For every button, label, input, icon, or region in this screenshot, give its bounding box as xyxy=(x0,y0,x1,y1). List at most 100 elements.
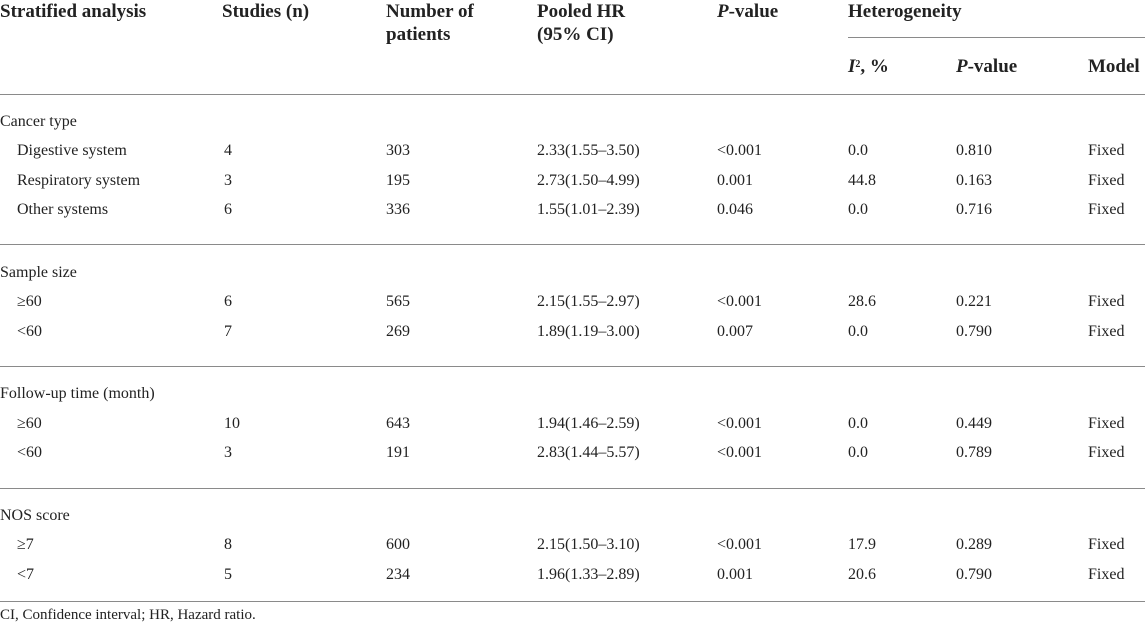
row-p: 0.001 xyxy=(717,172,753,189)
row-hr: 2.15(1.50–3.10) xyxy=(537,536,640,553)
header-patients-line1: Number of xyxy=(386,1,474,22)
group-rule xyxy=(0,244,1145,245)
row-p: <0.001 xyxy=(717,293,763,310)
row-label: Digestive system xyxy=(17,142,127,159)
row-p: 0.001 xyxy=(717,566,753,583)
row-het-p: 0.716 xyxy=(956,201,992,218)
group-rule xyxy=(0,488,1145,489)
row-hr: 2.83(1.44–5.57) xyxy=(537,444,640,461)
row-studies: 8 xyxy=(224,536,232,553)
header-p-rest: -value xyxy=(728,1,779,22)
header-i2-italic: I xyxy=(848,56,856,77)
row-model: Fixed xyxy=(1088,415,1125,432)
row-patients: 195 xyxy=(386,172,410,189)
header-i2: I2, % xyxy=(848,55,889,78)
row-hr: 1.55(1.01–2.39) xyxy=(537,201,640,218)
header-rule xyxy=(0,94,1145,95)
row-model: Fixed xyxy=(1088,172,1125,189)
row-het-p: 0.449 xyxy=(956,415,992,432)
row-het-p: 0.789 xyxy=(956,444,992,461)
row-i2: 0.0 xyxy=(848,415,868,432)
group-title-sample-size: Sample size xyxy=(0,264,77,281)
row-label: ≥7 xyxy=(17,536,34,553)
row-i2: 44.8 xyxy=(848,172,876,189)
row-studies: 3 xyxy=(224,172,232,189)
header-pooled-hr-line2: (95% CI) xyxy=(537,24,614,45)
header-het-p-italic: P xyxy=(956,56,968,77)
row-patients: 643 xyxy=(386,415,410,432)
row-patients: 269 xyxy=(386,323,410,340)
row-i2: 0.0 xyxy=(848,323,868,340)
header-p-italic: P xyxy=(717,1,729,22)
row-p: 0.007 xyxy=(717,323,753,340)
row-p: <0.001 xyxy=(717,142,763,159)
row-studies: 10 xyxy=(224,415,240,432)
row-model: Fixed xyxy=(1088,536,1125,553)
header-pooled-hr-line1: Pooled HR xyxy=(537,1,626,22)
group-title-cancer-type: Cancer type xyxy=(0,113,77,130)
row-patients: 600 xyxy=(386,536,410,553)
table-footnote: CI, Confidence interval; HR, Hazard rati… xyxy=(0,607,256,623)
row-model: Fixed xyxy=(1088,444,1125,461)
row-label: Respiratory system xyxy=(17,172,141,189)
row-i2: 28.6 xyxy=(848,293,876,310)
row-p: 0.046 xyxy=(717,201,753,218)
row-studies: 6 xyxy=(224,293,232,310)
row-patients: 303 xyxy=(386,142,410,159)
header-i2-rest: , % xyxy=(860,56,889,77)
row-p: <0.001 xyxy=(717,444,763,461)
row-label: ≥60 xyxy=(17,415,42,432)
header-heterogeneity: Heterogeneity xyxy=(848,1,962,22)
row-label: <7 xyxy=(17,566,35,583)
row-i2: 0.0 xyxy=(848,444,868,461)
row-model: Fixed xyxy=(1088,293,1125,310)
row-studies: 6 xyxy=(224,201,232,218)
row-label: Other systems xyxy=(17,201,109,218)
row-studies: 7 xyxy=(224,323,232,340)
group-title-follow-up-time: Follow-up time (month) xyxy=(0,385,155,402)
row-het-p: 0.221 xyxy=(956,293,992,310)
row-het-p: 0.163 xyxy=(956,172,992,189)
row-p: <0.001 xyxy=(717,415,763,432)
header-patients: Number of patients xyxy=(386,0,474,46)
header-pooled-hr: Pooled HR (95% CI) xyxy=(537,0,625,46)
header-patients-line2: patients xyxy=(386,24,451,45)
heterogeneity-underline xyxy=(848,37,1145,38)
header-p-value: P-value xyxy=(717,0,778,23)
header-het-p-value: P-value xyxy=(956,55,1017,78)
row-het-p: 0.810 xyxy=(956,142,992,159)
header-i2-sup: 2 xyxy=(855,59,861,70)
row-patients: 565 xyxy=(386,293,410,310)
row-patients: 191 xyxy=(386,444,410,461)
row-i2: 20.6 xyxy=(848,566,876,583)
row-hr: 2.15(1.55–2.97) xyxy=(537,293,640,310)
row-studies: 3 xyxy=(224,444,232,461)
row-i2: 0.0 xyxy=(848,201,868,218)
row-i2: 17.9 xyxy=(848,536,876,553)
row-studies: 5 xyxy=(224,566,232,583)
row-het-p: 0.790 xyxy=(956,323,992,340)
row-model: Fixed xyxy=(1088,566,1125,583)
row-i2: 0.0 xyxy=(848,142,868,159)
row-label: ≥60 xyxy=(17,293,42,310)
group-rule xyxy=(0,366,1145,367)
row-het-p: 0.289 xyxy=(956,536,992,553)
row-hr: 2.33(1.55–3.50) xyxy=(537,142,640,159)
header-model: Model xyxy=(1088,56,1140,77)
row-hr: 1.94(1.46–2.59) xyxy=(537,415,640,432)
row-model: Fixed xyxy=(1088,323,1125,340)
row-p: <0.001 xyxy=(717,536,763,553)
header-stratified-analysis: Stratified analysis xyxy=(0,1,147,22)
row-hr: 2.73(1.50–4.99) xyxy=(537,172,640,189)
row-patients: 336 xyxy=(386,201,410,218)
bottom-rule xyxy=(0,601,1145,602)
row-patients: 234 xyxy=(386,566,410,583)
row-hr: 1.96(1.33–2.89) xyxy=(537,566,640,583)
row-studies: 4 xyxy=(224,142,232,159)
header-studies: Studies (n) xyxy=(222,1,310,22)
row-label: <60 xyxy=(17,444,43,461)
group-title-nos-score: NOS score xyxy=(0,507,70,524)
row-label: <60 xyxy=(17,323,43,340)
header-het-p-rest: -value xyxy=(967,56,1018,77)
row-hr: 1.89(1.19–3.00) xyxy=(537,323,640,340)
